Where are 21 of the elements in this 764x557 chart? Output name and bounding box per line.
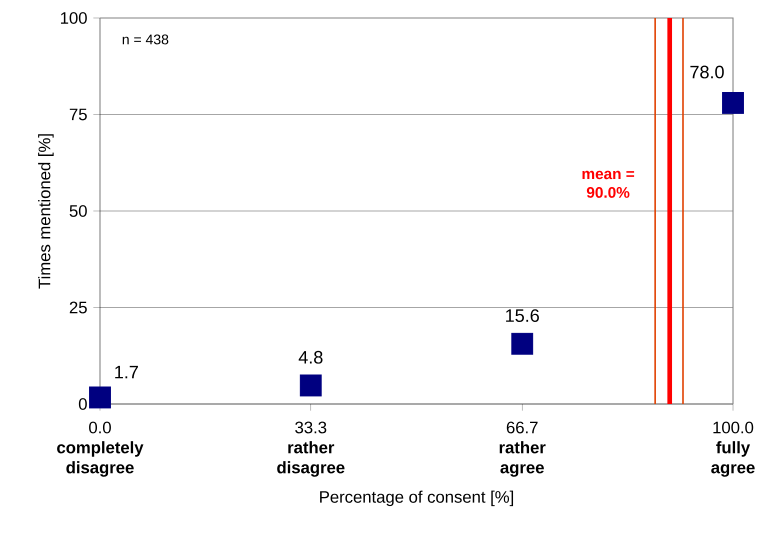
- ref-line-label: mean = 90.0%: [582, 170, 634, 198]
- point: [511, 332, 534, 355]
- x-tick-label: 33.3 rather disagree: [277, 422, 344, 477]
- point: [300, 374, 322, 396]
- x-tick-label: 66.7 rather agree: [500, 422, 546, 477]
- y-axis-title: Times mentioned [%]: [38, 134, 54, 289]
- x-axis-title: Percentage of consent [%]: [320, 490, 514, 506]
- data-label: 15.6: [506, 309, 539, 322]
- x-tick-label: 100.0 fully agree: [711, 422, 755, 477]
- y-tick-label: 25: [70, 302, 87, 314]
- point: [89, 386, 111, 408]
- data-label: 4.8: [298, 350, 323, 364]
- y-tick-label: 100: [60, 12, 87, 24]
- data-label: 1.7: [115, 366, 138, 378]
- y-tick-label: 0: [78, 398, 87, 410]
- y-tick-label: 75: [70, 108, 87, 120]
- data-label: 78.0: [690, 66, 724, 78]
- annotation: n = 438: [122, 34, 168, 44]
- x-tick-label: 0.0 completely disagree: [57, 422, 144, 477]
- point: [722, 92, 744, 114]
- y-tick-label: 50: [70, 205, 87, 217]
